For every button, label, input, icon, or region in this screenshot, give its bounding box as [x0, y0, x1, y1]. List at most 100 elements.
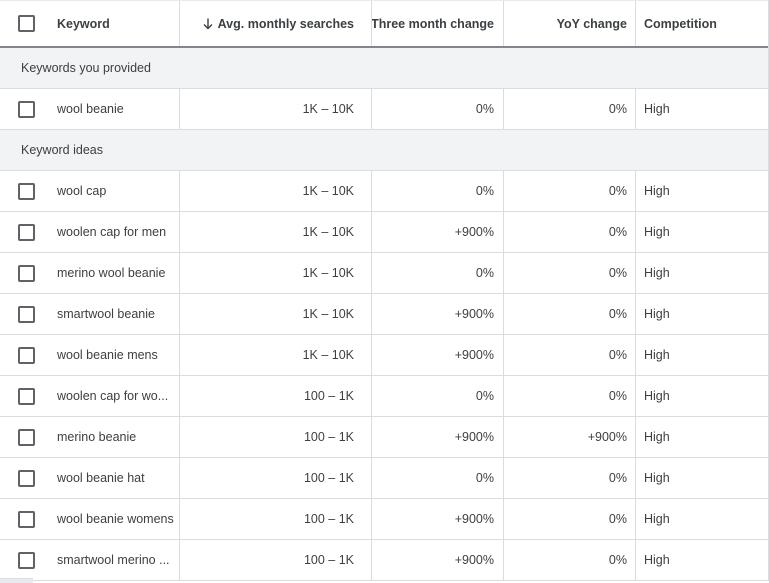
table-row[interactable]: wool beanie 1K – 10K 0% 0% High [0, 89, 768, 130]
keyword-text: woolen cap for men [57, 225, 167, 239]
row-checkbox-cell [0, 540, 48, 580]
three-month-cell: 0% [372, 458, 504, 498]
column-header-yoy-label: YoY change [556, 16, 627, 31]
row-checkbox[interactable] [17, 428, 35, 446]
keyword-cell: merino beanie [48, 417, 180, 457]
column-header-competition[interactable]: Competition [636, 1, 768, 46]
keyword-text: wool beanie hat [57, 471, 145, 485]
row-checkbox[interactable] [17, 223, 35, 241]
competition-cell: High [644, 307, 670, 321]
column-header-three-month-label: Three month change [372, 16, 494, 31]
keyword-cell: woolen cap for men [48, 212, 180, 252]
keyword-cell: smartwool beanie [48, 294, 180, 334]
competition-cell: High [644, 471, 670, 485]
three-month-cell: +900% [372, 417, 504, 457]
column-header-avg-monthly-searches[interactable]: Avg. monthly searches [180, 1, 372, 46]
avg-searches-cell: 100 – 1K [180, 540, 372, 580]
table-row[interactable]: woolen cap for men 1K – 10K +900% 0% Hig… [0, 212, 768, 253]
table-row[interactable]: wool beanie hat 100 – 1K 0% 0% High [0, 458, 768, 499]
avg-searches-cell: 100 – 1K [180, 499, 372, 539]
yoy-cell: 0% [504, 499, 636, 539]
select-all-cell [0, 1, 48, 46]
row-checkbox[interactable] [17, 264, 35, 282]
table-row[interactable]: woolen cap for wo... 100 – 1K 0% 0% High [0, 376, 768, 417]
row-checkbox-cell [0, 376, 48, 416]
keyword-cell: woolen cap for wo... [48, 376, 180, 416]
keyword-cell: wool beanie [48, 89, 180, 129]
competition-cell: High [644, 225, 670, 239]
keyword-text: merino wool beanie [57, 266, 166, 280]
table-row[interactable]: merino wool beanie 1K – 10K 0% 0% High [0, 253, 768, 294]
avg-searches-cell: 1K – 10K [180, 171, 372, 211]
three-month-cell: +900% [372, 335, 504, 375]
competition-cell: High [644, 553, 670, 567]
keyword-cell: wool cap [48, 171, 180, 211]
column-header-keyword-label: Keyword [57, 16, 110, 31]
table-row[interactable]: merino beanie 100 – 1K +900% +900% High [0, 417, 768, 458]
column-header-yoy-change[interactable]: YoY change [504, 1, 636, 46]
row-checkbox-cell [0, 89, 48, 129]
keyword-text: merino beanie [57, 430, 137, 444]
row-checkbox[interactable] [17, 510, 35, 528]
competition-cell: High [644, 348, 670, 362]
competition-cell: High [644, 184, 670, 198]
arrow-down-icon[interactable] [203, 18, 213, 30]
section-header-provided: Keywords you provided [0, 48, 768, 89]
row-checkbox-cell [0, 335, 48, 375]
yoy-cell: +900% [504, 417, 636, 457]
avg-searches-cell: 1K – 10K [180, 335, 372, 375]
keyword-cell: wool beanie mens [48, 335, 180, 375]
row-checkbox-cell [0, 417, 48, 457]
yoy-cell: 0% [504, 540, 636, 580]
row-checkbox-cell [0, 458, 48, 498]
keyword-cell: merino wool beanie [48, 253, 180, 293]
yoy-cell: 0% [504, 171, 636, 211]
yoy-cell: 0% [504, 294, 636, 334]
keyword-text: wool beanie womens [57, 512, 174, 526]
keyword-text: woolen cap for wo... [57, 389, 169, 403]
row-checkbox-cell [0, 253, 48, 293]
table-row[interactable]: wool beanie womens 100 – 1K +900% 0% Hig… [0, 499, 768, 540]
competition-cell: High [644, 512, 670, 526]
avg-searches-cell: 1K – 10K [180, 212, 372, 252]
yoy-cell: 0% [504, 212, 636, 252]
yoy-cell: 0% [504, 253, 636, 293]
row-checkbox-cell [0, 212, 48, 252]
table-row[interactable]: smartwool beanie 1K – 10K +900% 0% High [0, 294, 768, 335]
keyword-text: wool cap [57, 184, 107, 198]
table-row[interactable]: wool cap 1K – 10K 0% 0% High [0, 171, 768, 212]
column-header-avg-label: Avg. monthly searches [217, 16, 354, 31]
three-month-cell: 0% [372, 171, 504, 211]
section-header-ideas: Keyword ideas [0, 130, 768, 171]
row-checkbox[interactable] [17, 305, 35, 323]
keyword-cell: wool beanie hat [48, 458, 180, 498]
table-row[interactable]: smartwool merino ... 100 – 1K +900% 0% H… [0, 540, 768, 581]
avg-searches-cell: 100 – 1K [180, 458, 372, 498]
keyword-cell: smartwool merino ... [48, 540, 180, 580]
three-month-cell: +900% [372, 212, 504, 252]
three-month-cell: 0% [372, 89, 504, 129]
row-checkbox[interactable] [17, 182, 35, 200]
avg-searches-cell: 1K – 10K [180, 294, 372, 334]
column-header-keyword[interactable]: Keyword [48, 1, 180, 46]
horizontal-scrollbar[interactable] [0, 578, 33, 583]
avg-searches-cell: 1K – 10K [180, 253, 372, 293]
column-header-three-month-change[interactable]: Three month change [372, 1, 504, 46]
table-row[interactable]: wool beanie mens 1K – 10K +900% 0% High [0, 335, 768, 376]
column-header-competition-label: Competition [644, 16, 717, 31]
row-checkbox-cell [0, 171, 48, 211]
row-checkbox-cell [0, 294, 48, 334]
yoy-cell: 0% [504, 458, 636, 498]
select-all-checkbox[interactable] [17, 15, 35, 32]
keyword-cell: wool beanie womens [48, 499, 180, 539]
three-month-cell: +900% [372, 499, 504, 539]
keyword-text: smartwool beanie [57, 307, 155, 321]
row-checkbox[interactable] [17, 387, 35, 405]
row-checkbox[interactable] [17, 346, 35, 364]
row-checkbox[interactable] [17, 469, 35, 487]
competition-cell: High [644, 266, 670, 280]
row-checkbox[interactable] [17, 100, 35, 118]
row-checkbox[interactable] [17, 551, 35, 569]
three-month-cell: 0% [372, 253, 504, 293]
